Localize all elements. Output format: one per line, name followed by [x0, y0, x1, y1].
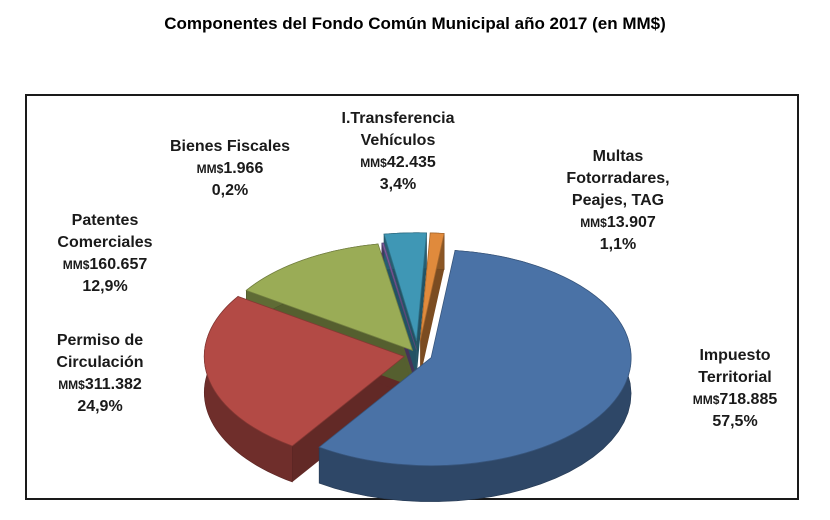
slice-percent: 12,9%	[82, 278, 128, 295]
slice-value: 311.382	[84, 376, 142, 393]
slice-name-line: Bienes Fiscales	[169, 138, 291, 155]
label-multas-fotorradares: Multas Fotorradares, Peajes, TAG MM$13.9…	[548, 146, 688, 256]
slice-value: 1.966	[223, 160, 264, 177]
slice-percent: 57,5%	[712, 413, 758, 430]
slice-name-line: Comerciales	[57, 234, 153, 251]
slice-name-line: Multas	[592, 148, 644, 165]
label-transferencia-vehiculos: I.Transferencia Vehículos MM$42.435 3,4%	[318, 108, 478, 196]
slice-name-line: Patentes	[71, 212, 139, 229]
currency-prefix: MM$	[580, 216, 607, 230]
label-patentes-comerciales: Patentes Comerciales MM$160.657 12,9%	[30, 210, 180, 298]
pie-slice-bienes	[381, 242, 417, 350]
chart-title: Componentes del Fondo Común Municipal añ…	[164, 14, 666, 33]
currency-prefix: MM$	[196, 162, 224, 176]
slice-value: 42.435	[386, 154, 436, 171]
label-permiso-circulacion: Permiso de Circulación MM$311.382 24,9%	[30, 330, 170, 418]
pie-slice-multas	[419, 232, 445, 341]
slice-value: 718.885	[719, 391, 778, 408]
pie-slice-permiso	[203, 295, 406, 447]
slice-name-line: Peajes, TAG	[571, 192, 665, 209]
currency-prefix: MM$	[692, 393, 720, 407]
slice-name-line: Vehículos	[360, 132, 436, 149]
slice-value: 13.907	[606, 214, 656, 231]
slice-percent: 24,9%	[77, 398, 123, 415]
currency-prefix: MM$	[62, 258, 90, 272]
slice-name-line: Impuesto	[699, 347, 771, 364]
pie-slice-transferencia	[383, 232, 427, 341]
label-impuesto-territorial: Impuesto Territorial MM$718.885 57,5%	[670, 345, 800, 433]
slice-name-line: Territorial	[698, 369, 772, 386]
label-bienes-fiscales: Bienes Fiscales MM$1.966 0,2%	[155, 136, 305, 202]
slice-name-line: I.Transferencia	[341, 110, 455, 127]
slice-percent: 0,2%	[211, 182, 249, 199]
slice-percent: 1,1%	[599, 236, 637, 253]
slice-name-line: Permiso de	[56, 332, 144, 349]
pie-slice-impuesto	[318, 250, 632, 467]
currency-prefix: MM$	[360, 156, 387, 170]
slice-name-line: Fotorradares,	[566, 170, 670, 187]
pie-slice-patentes	[245, 243, 414, 352]
slice-percent: 3,4%	[379, 176, 417, 193]
slice-name-line: Circulación	[56, 354, 144, 371]
currency-prefix: MM$	[58, 378, 85, 392]
slice-value: 160.657	[89, 256, 148, 273]
